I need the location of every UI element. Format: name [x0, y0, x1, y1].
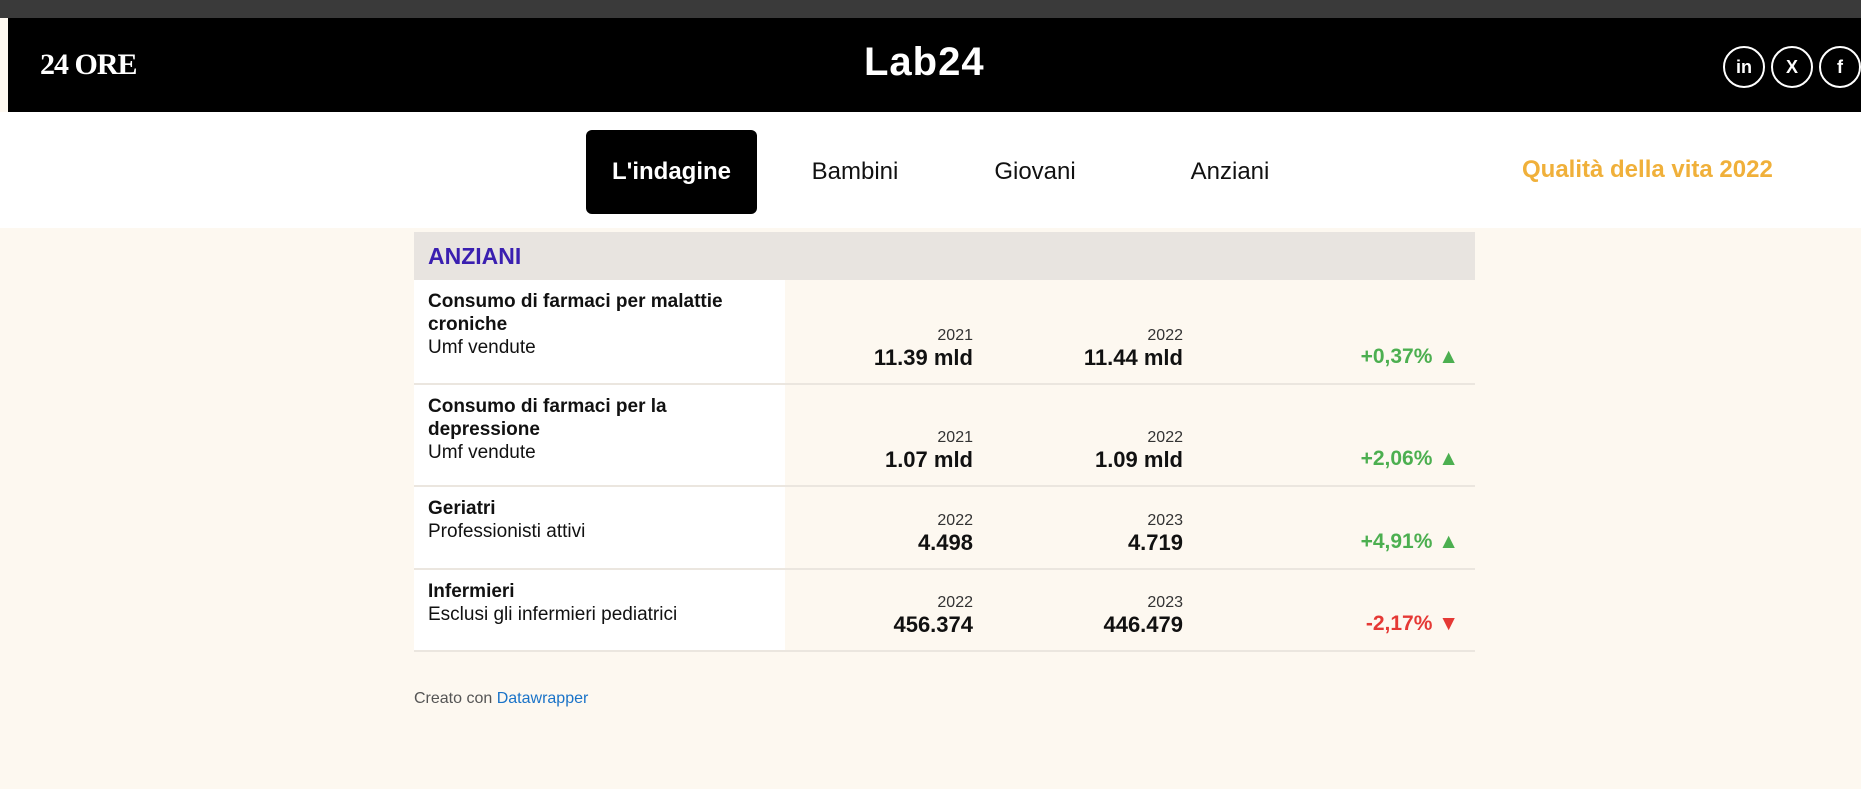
value-cell: 2023 4.719 [1128, 512, 1183, 556]
footer-link[interactable]: Datawrapper [496, 690, 589, 707]
value: 11.39 mld [873, 345, 973, 370]
table-row: Geriatri Professionisti attivi 2022 4.498 20… [414, 487, 1475, 570]
logo[interactable]: 24 ORE [40, 48, 138, 81]
year: 2022 [937, 512, 973, 529]
value-cell: 2022 456.374 [893, 594, 973, 638]
brand[interactable]: Lab24 [864, 40, 985, 84]
footer-prefix: Creato con [414, 690, 493, 707]
row-label: Geriatri [428, 498, 496, 519]
value: 1.07 mld [884, 447, 973, 472]
table-title: ANZIANI [414, 232, 1475, 280]
row-label-cell: Geriatri Professionisti attivi [414, 487, 785, 568]
value-cell: 2021 1.07 mld [885, 429, 973, 473]
value-cell: 2021 11.39 mld [874, 327, 973, 371]
table-row: Infermieri Esclusi gli infermieri pediatr… [414, 570, 1475, 652]
social-icon[interactable]: f [1819, 46, 1861, 88]
row-sub: Professionisti attivi [428, 521, 586, 542]
row-label: Consumo di farmaci per malattie croniche [428, 291, 723, 335]
year: 2022 [1147, 429, 1183, 446]
value-cell: 2022 11.44 mld [1084, 327, 1183, 371]
right-link[interactable]: Qualità della vita 2022 [1522, 156, 1773, 183]
row-label-cell: Consumo di farmaci per la depressione Umf… [414, 385, 785, 485]
year: 2023 [1147, 594, 1183, 611]
value: 11.44 mld [1083, 345, 1183, 370]
value: 1.09 mld [1094, 447, 1183, 472]
row-sub: Umf vendute [428, 442, 536, 463]
row-label: Consumo di farmaci per la depressione [428, 396, 667, 440]
nav-tab[interactable]: Giovani [994, 158, 1076, 185]
value-cell: 2023 446.479 [1103, 594, 1183, 638]
row-label-cell: Infermieri Esclusi gli infermieri pediatr… [414, 570, 785, 650]
row-sub: Esclusi gli infermieri pediatrici [428, 604, 678, 625]
footer: Creato con Datawrapper [414, 690, 588, 708]
change: +0,37% ▲ [1360, 345, 1459, 368]
row-label: Infermieri [428, 581, 515, 602]
social-icon[interactable]: in [1723, 46, 1765, 88]
table-row: Consumo di farmaci per malattie croniche… [414, 280, 1475, 385]
year: 2023 [1147, 512, 1183, 529]
value: 4.719 [1127, 530, 1183, 555]
nav-bar: Qualità della vita 2022 L'indagine Bambin… [0, 112, 1861, 228]
top-strip [0, 0, 1861, 18]
value: 456.374 [893, 612, 973, 637]
nav-tab[interactable]: L'indagine [586, 130, 757, 214]
nav-tab[interactable]: Anziani [1190, 158, 1270, 185]
year: 2022 [1147, 327, 1183, 344]
table: ANZIANI Consumo di farmaci per malattie … [414, 232, 1475, 652]
table-row: Consumo di farmaci per la depressione Umf… [414, 385, 1475, 487]
value-cell: 2022 4.498 [918, 512, 973, 556]
change: +4,91% ▲ [1360, 530, 1459, 553]
row-label-cell: Consumo di farmaci per malattie croniche… [414, 280, 785, 383]
change: -2,17% ▼ [1365, 612, 1459, 635]
year: 2021 [937, 327, 973, 344]
value: 4.498 [917, 530, 973, 555]
nav-tab[interactable]: Bambini [811, 158, 899, 185]
change: +2,06% ▲ [1360, 447, 1459, 470]
social-icon[interactable]: X [1771, 46, 1813, 88]
value-cell: 2022 1.09 mld [1095, 429, 1183, 473]
value: 446.479 [1103, 612, 1183, 637]
row-sub: Umf vendute [428, 337, 536, 358]
year: 2022 [937, 594, 973, 611]
year: 2021 [937, 429, 973, 446]
